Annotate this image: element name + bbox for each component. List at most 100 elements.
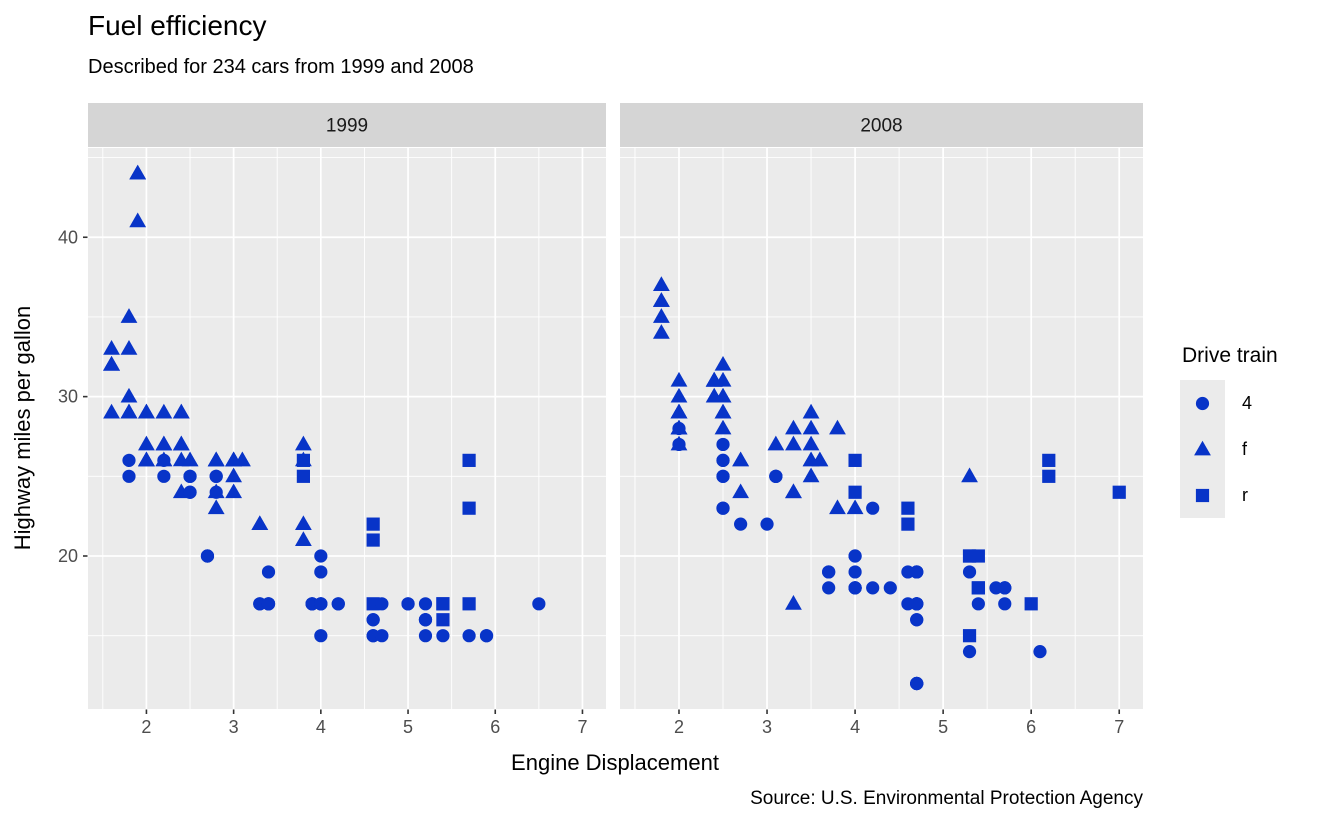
data-point	[120, 308, 138, 323]
facet-strip	[88, 103, 606, 147]
data-point	[436, 629, 450, 643]
data-point	[462, 501, 476, 515]
data-point	[261, 565, 276, 579]
data-point	[251, 515, 269, 531]
data-point	[462, 453, 476, 467]
data-point	[802, 403, 820, 419]
y-tick-label: 40	[58, 227, 78, 247]
data-point	[962, 629, 977, 643]
data-point	[734, 517, 748, 531]
data-point	[103, 403, 120, 419]
data-point	[714, 355, 732, 371]
data-point	[120, 340, 138, 355]
x-tick-label: 3	[229, 717, 239, 737]
x-tick-label: 5	[938, 717, 948, 737]
data-point	[910, 597, 924, 611]
data-point	[652, 308, 670, 323]
data-point	[207, 483, 225, 499]
panel-background	[620, 148, 1143, 709]
legend: Drive train 4 f r	[1180, 344, 1278, 518]
data-point	[848, 453, 862, 467]
chart-title: Fuel efficiency	[88, 10, 267, 41]
data-point	[670, 435, 688, 451]
square-key-icon	[1180, 472, 1225, 518]
chart-caption: Source: U.S. Environmental Protection Ag…	[750, 788, 1143, 809]
data-point	[375, 629, 389, 643]
data-point	[1042, 453, 1056, 467]
data-point	[200, 549, 215, 563]
data-point	[962, 645, 977, 659]
data-point	[183, 469, 197, 483]
legend-keys: 4 f r	[1180, 380, 1278, 518]
data-point	[785, 483, 802, 499]
data-point	[998, 597, 1012, 611]
data-point	[375, 597, 389, 611]
data-point	[998, 581, 1012, 595]
plot-panels: 1999 2 3 4 5 6 7 2008 2 3 4 5 6 7 20 30 40	[58, 103, 1143, 737]
data-point	[670, 371, 688, 387]
legend-label: f	[1242, 438, 1248, 459]
data-point	[910, 613, 924, 627]
x-tick-label: 6	[490, 717, 500, 737]
data-point	[866, 501, 880, 515]
x-tick-label: 5	[403, 717, 413, 737]
data-point	[1033, 645, 1047, 659]
data-point	[716, 501, 730, 515]
data-point	[462, 629, 476, 643]
data-point	[296, 469, 310, 483]
data-point	[181, 451, 199, 467]
data-point	[103, 340, 120, 355]
data-point	[314, 629, 328, 643]
data-point	[225, 483, 243, 499]
data-point	[120, 403, 138, 419]
data-point	[714, 419, 732, 435]
data-point	[155, 451, 173, 467]
data-point	[122, 469, 136, 483]
data-point	[157, 469, 171, 483]
data-point	[418, 613, 433, 627]
data-point	[314, 597, 328, 611]
data-point	[155, 435, 173, 451]
data-point	[785, 435, 802, 451]
triangle-key-icon	[1180, 426, 1225, 472]
x-tick-label: 4	[316, 717, 326, 737]
data-point	[848, 549, 862, 563]
data-point	[767, 435, 785, 451]
legend-title: Drive train	[1182, 344, 1278, 367]
data-point	[848, 581, 862, 595]
data-point	[883, 581, 897, 595]
data-point	[532, 597, 546, 611]
data-point	[866, 581, 880, 595]
data-point	[811, 451, 829, 467]
data-point	[1024, 597, 1038, 611]
data-point	[366, 517, 380, 531]
data-point	[785, 419, 802, 435]
data-point	[705, 371, 723, 387]
x-tick-label: 3	[762, 717, 772, 737]
data-point	[331, 597, 345, 611]
data-point	[155, 403, 173, 419]
data-point	[802, 435, 820, 451]
data-point	[294, 515, 312, 531]
data-point	[910, 676, 924, 691]
data-point	[714, 387, 732, 403]
data-point	[961, 467, 978, 483]
data-point	[207, 499, 225, 515]
data-point	[962, 565, 977, 579]
data-point	[138, 451, 155, 467]
data-point	[401, 597, 415, 611]
data-point	[294, 451, 312, 467]
data-point	[1042, 469, 1056, 483]
data-point	[103, 355, 120, 371]
data-point	[848, 485, 862, 499]
data-point	[971, 581, 985, 595]
data-point	[122, 453, 136, 467]
data-point	[479, 629, 494, 643]
data-point	[732, 451, 750, 467]
data-point	[120, 387, 138, 403]
data-point	[732, 483, 750, 499]
data-point	[716, 469, 730, 483]
data-point	[418, 629, 433, 643]
facet-strip-label: 1999	[326, 116, 368, 137]
